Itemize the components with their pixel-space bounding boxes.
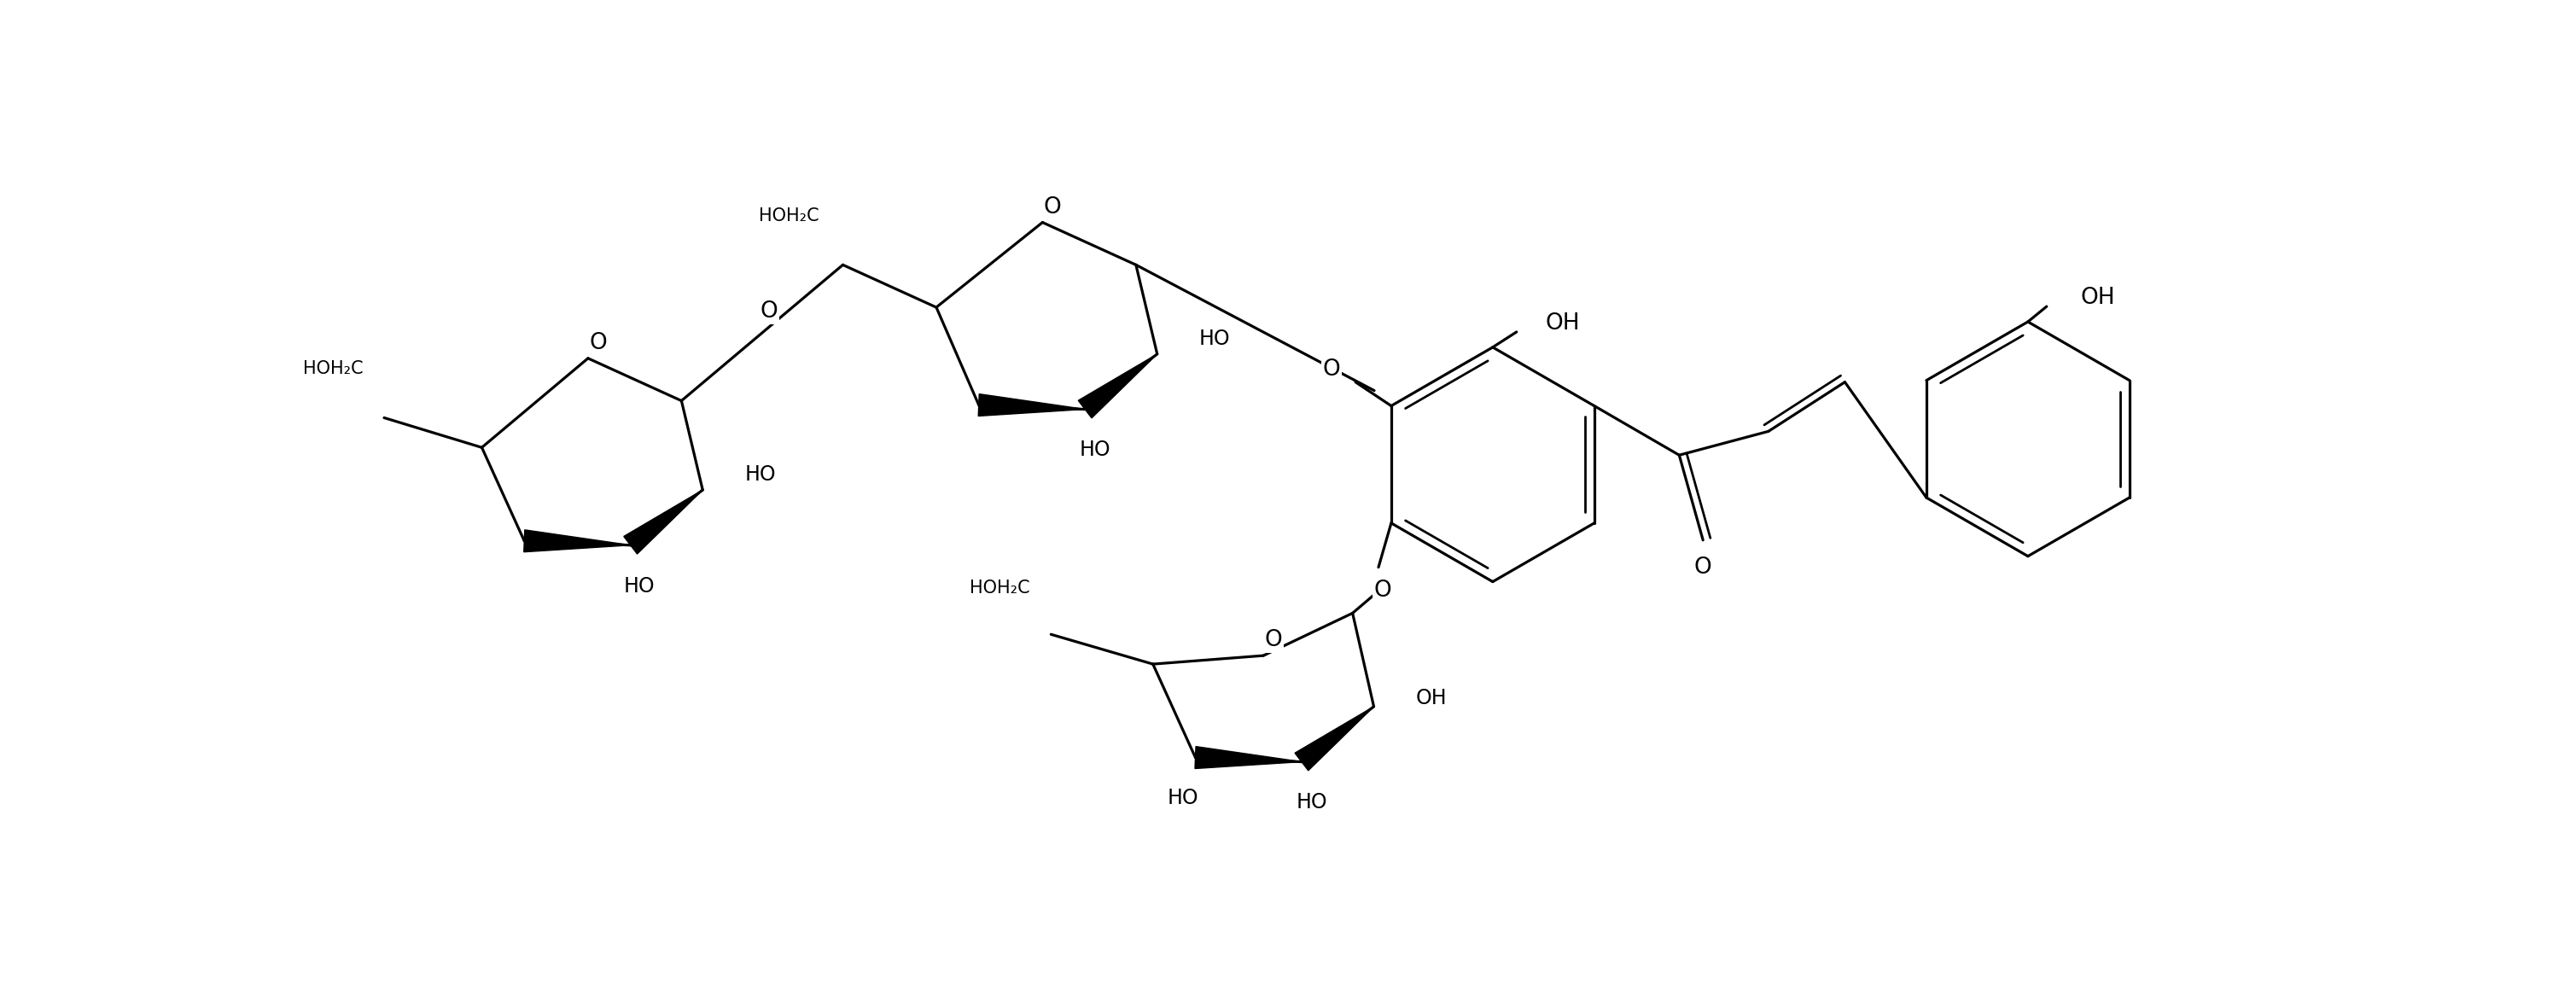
- Polygon shape: [1079, 354, 1157, 418]
- Text: OH: OH: [2081, 287, 2115, 309]
- Text: O: O: [1043, 196, 1061, 218]
- Text: O: O: [590, 332, 608, 354]
- Text: OH: OH: [1417, 687, 1448, 708]
- Text: HO: HO: [744, 464, 775, 485]
- Text: HO: HO: [623, 576, 654, 596]
- Polygon shape: [1296, 706, 1373, 771]
- Text: OH: OH: [1546, 313, 1579, 335]
- Text: HO: HO: [1079, 440, 1110, 460]
- Text: HOH₂C: HOH₂C: [301, 360, 363, 377]
- Text: HO: HO: [1200, 329, 1231, 349]
- Text: HOH₂C: HOH₂C: [760, 207, 819, 224]
- Text: O: O: [1695, 556, 1713, 578]
- Polygon shape: [523, 530, 631, 552]
- Text: O: O: [1265, 629, 1283, 651]
- Text: HOH₂C: HOH₂C: [969, 579, 1030, 596]
- Text: O: O: [1373, 580, 1391, 602]
- Text: O: O: [1324, 359, 1340, 381]
- Polygon shape: [1195, 746, 1301, 769]
- Text: HO: HO: [1167, 788, 1198, 809]
- Polygon shape: [979, 394, 1084, 416]
- Text: HO: HO: [1296, 793, 1327, 813]
- Text: O: O: [760, 301, 778, 323]
- Polygon shape: [623, 490, 703, 554]
